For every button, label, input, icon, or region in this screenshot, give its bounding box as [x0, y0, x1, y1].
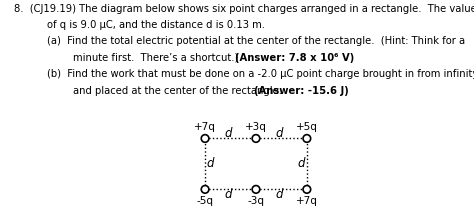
Text: +5q: +5q: [296, 122, 318, 132]
Text: +3q: +3q: [245, 122, 267, 132]
Text: +7q: +7q: [194, 122, 216, 132]
Text: of q is 9.0 μC, and the distance d is 0.13 m.: of q is 9.0 μC, and the distance d is 0.…: [47, 20, 265, 30]
Circle shape: [303, 186, 310, 193]
Text: d: d: [297, 158, 304, 170]
Text: -3q: -3q: [247, 196, 264, 206]
Text: minute first.  There’s a shortcut.): minute first. There’s a shortcut.): [73, 53, 245, 63]
Text: (Answer: 7.8 x 10⁶ V): (Answer: 7.8 x 10⁶ V): [235, 53, 354, 63]
Text: d: d: [224, 188, 232, 201]
Text: -5q: -5q: [197, 196, 214, 206]
Circle shape: [252, 135, 260, 142]
Text: (b)  Find the work that must be done on a -2.0 μC point charge brought in from i: (b) Find the work that must be done on a…: [47, 70, 474, 79]
Text: (a)  Find the total electric potential at the center of the rectangle.  (Hint: T: (a) Find the total electric potential at…: [47, 37, 465, 46]
Circle shape: [252, 186, 260, 193]
Text: d: d: [275, 127, 283, 140]
Circle shape: [303, 135, 310, 142]
Text: 8.  (CJ19.19) The diagram below shows six point charges arranged in a rectangle.: 8. (CJ19.19) The diagram below shows six…: [14, 4, 474, 13]
Text: +7q: +7q: [296, 196, 318, 206]
Text: d: d: [275, 188, 283, 201]
Text: and placed at the center of the rectangle.: and placed at the center of the rectangl…: [73, 86, 289, 96]
Text: (Answer: -15.6 J): (Answer: -15.6 J): [254, 86, 348, 96]
Circle shape: [201, 135, 209, 142]
Circle shape: [201, 186, 209, 193]
Text: d: d: [224, 127, 232, 140]
Text: d: d: [206, 158, 214, 170]
